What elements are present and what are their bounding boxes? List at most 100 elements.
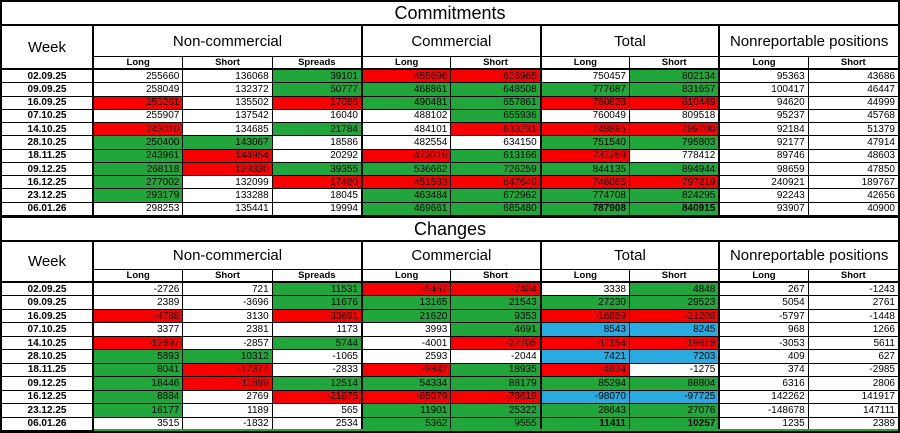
value-cell: 463484 <box>362 189 452 203</box>
value-cell: 43686 <box>808 70 898 84</box>
group-header-non-commercial: Non-commercial <box>94 26 362 57</box>
week-cell: 28.10.25 <box>2 350 94 364</box>
subheader-nc-spreads: Spreads <box>272 270 362 283</box>
value-cell: 455696 <box>362 70 452 84</box>
value-cell: 27076 <box>630 404 720 418</box>
value-cell: 21620 <box>362 309 452 324</box>
value-cell: 255660 <box>94 70 184 84</box>
value-cell: 88179 <box>451 377 541 391</box>
subheader-t-long: Long <box>540 270 630 283</box>
group-header-commercial: Commercial <box>362 242 541 270</box>
week-cell: 18.11.25 <box>2 149 94 163</box>
value-cell: 7203 <box>630 350 720 364</box>
value-cell: 21543 <box>451 296 541 310</box>
value-cell: 3377 <box>94 323 184 337</box>
value-cell: 132372 <box>183 83 273 97</box>
value-cell: 685480 <box>451 202 541 216</box>
value-cell: 143067 <box>183 136 273 150</box>
value-cell: 137542 <box>183 109 273 124</box>
value-cell: 6316 <box>719 377 809 391</box>
value-cell: 831657 <box>630 83 720 97</box>
week-cell: 02.09.25 <box>2 70 94 84</box>
value-cell: -21208 <box>630 309 720 324</box>
value-cell: -98070 <box>540 390 630 405</box>
value-cell: 5744 <box>272 336 362 351</box>
week-cell: 09.12.25 <box>2 162 94 177</box>
value-cell: 655936 <box>451 109 541 124</box>
value-cell: -5797 <box>719 309 809 324</box>
value-cell: 11531 <box>272 283 362 297</box>
value-cell: -2985 <box>808 363 898 378</box>
value-cell: 748895 <box>540 123 630 137</box>
value-cell: 100417 <box>719 83 809 97</box>
value-cell: 5611 <box>808 336 898 351</box>
subheader-nr-long: Long <box>719 57 809 70</box>
week-cell: 16.09.25 <box>2 96 94 110</box>
value-cell: 18045 <box>272 189 362 203</box>
value-cell: 27230 <box>540 296 630 310</box>
value-cell: -11154 <box>540 336 630 351</box>
value-cell: 47850 <box>808 162 898 177</box>
value-cell: 9353 <box>451 309 541 324</box>
value-cell: 189767 <box>808 176 898 190</box>
value-cell: 98659 <box>719 162 809 177</box>
value-cell: -2726 <box>94 283 184 297</box>
value-cell: 647640 <box>451 176 541 190</box>
value-cell: -11889 <box>183 377 273 391</box>
value-cell: 10312 <box>183 350 273 364</box>
week-cell: 16.09.25 <box>2 309 94 324</box>
value-cell: 92243 <box>719 189 809 203</box>
value-cell: 409 <box>719 350 809 364</box>
value-cell: 95363 <box>719 70 809 84</box>
value-cell: 809518 <box>630 109 720 124</box>
value-cell: 89746 <box>719 149 809 163</box>
value-cell: 135441 <box>183 202 273 216</box>
value-cell: 2381 <box>183 323 273 337</box>
value-cell: 2806 <box>808 377 898 391</box>
value-cell: 13165 <box>362 296 452 310</box>
value-cell: 824295 <box>630 189 720 203</box>
value-cell: 39101 <box>272 70 362 84</box>
value-cell: 8245 <box>630 323 720 337</box>
value-cell: 760049 <box>540 109 630 124</box>
value-cell: 374 <box>719 363 809 378</box>
commitments-section: Commitments Week Non-commercial Commerci… <box>0 0 900 218</box>
value-cell: 18446 <box>94 377 184 391</box>
week-cell: 09.09.25 <box>2 296 94 310</box>
week-column-header: Week <box>2 26 94 70</box>
value-cell: 129330 <box>183 162 273 177</box>
value-cell: 293179 <box>94 189 184 203</box>
value-cell: -16859 <box>540 309 630 324</box>
value-cell: 5054 <box>719 296 809 310</box>
value-cell: 4691 <box>451 323 541 337</box>
value-cell: 7421 <box>540 350 630 364</box>
value-cell: -4634 <box>540 363 630 378</box>
value-cell: 469661 <box>362 202 452 216</box>
value-cell: 721 <box>183 283 273 297</box>
value-cell: 258049 <box>94 83 184 97</box>
value-cell: 18586 <box>272 136 362 150</box>
value-cell: 133288 <box>183 189 273 203</box>
group-header-nonreportable: Nonreportable positions <box>719 26 898 57</box>
value-cell: 18935 <box>451 363 541 378</box>
value-cell: 484101 <box>362 123 452 137</box>
value-cell: -3053 <box>719 336 809 351</box>
value-cell: 482554 <box>362 136 452 150</box>
value-cell: 777687 <box>540 83 630 97</box>
week-cell: 07.10.25 <box>2 109 94 124</box>
week-cell: 09.12.25 <box>2 377 94 391</box>
value-cell: 468861 <box>362 83 452 97</box>
week-cell: 06.01.26 <box>2 202 94 216</box>
value-cell: 12514 <box>272 377 362 391</box>
commitments-table: Commitments Week Non-commercial Commerci… <box>2 2 898 216</box>
group-header-total: Total <box>540 26 720 57</box>
value-cell: 737269 <box>540 149 630 163</box>
value-cell: 8543 <box>540 323 630 337</box>
value-cell: 298253 <box>94 202 184 216</box>
value-cell: 20292 <box>272 149 362 163</box>
value-cell: 751540 <box>540 136 630 150</box>
subheader-c-short: Short <box>451 270 541 283</box>
value-cell: 490481 <box>362 96 452 110</box>
value-cell: 39355 <box>272 162 362 177</box>
value-cell: 844135 <box>540 162 630 177</box>
